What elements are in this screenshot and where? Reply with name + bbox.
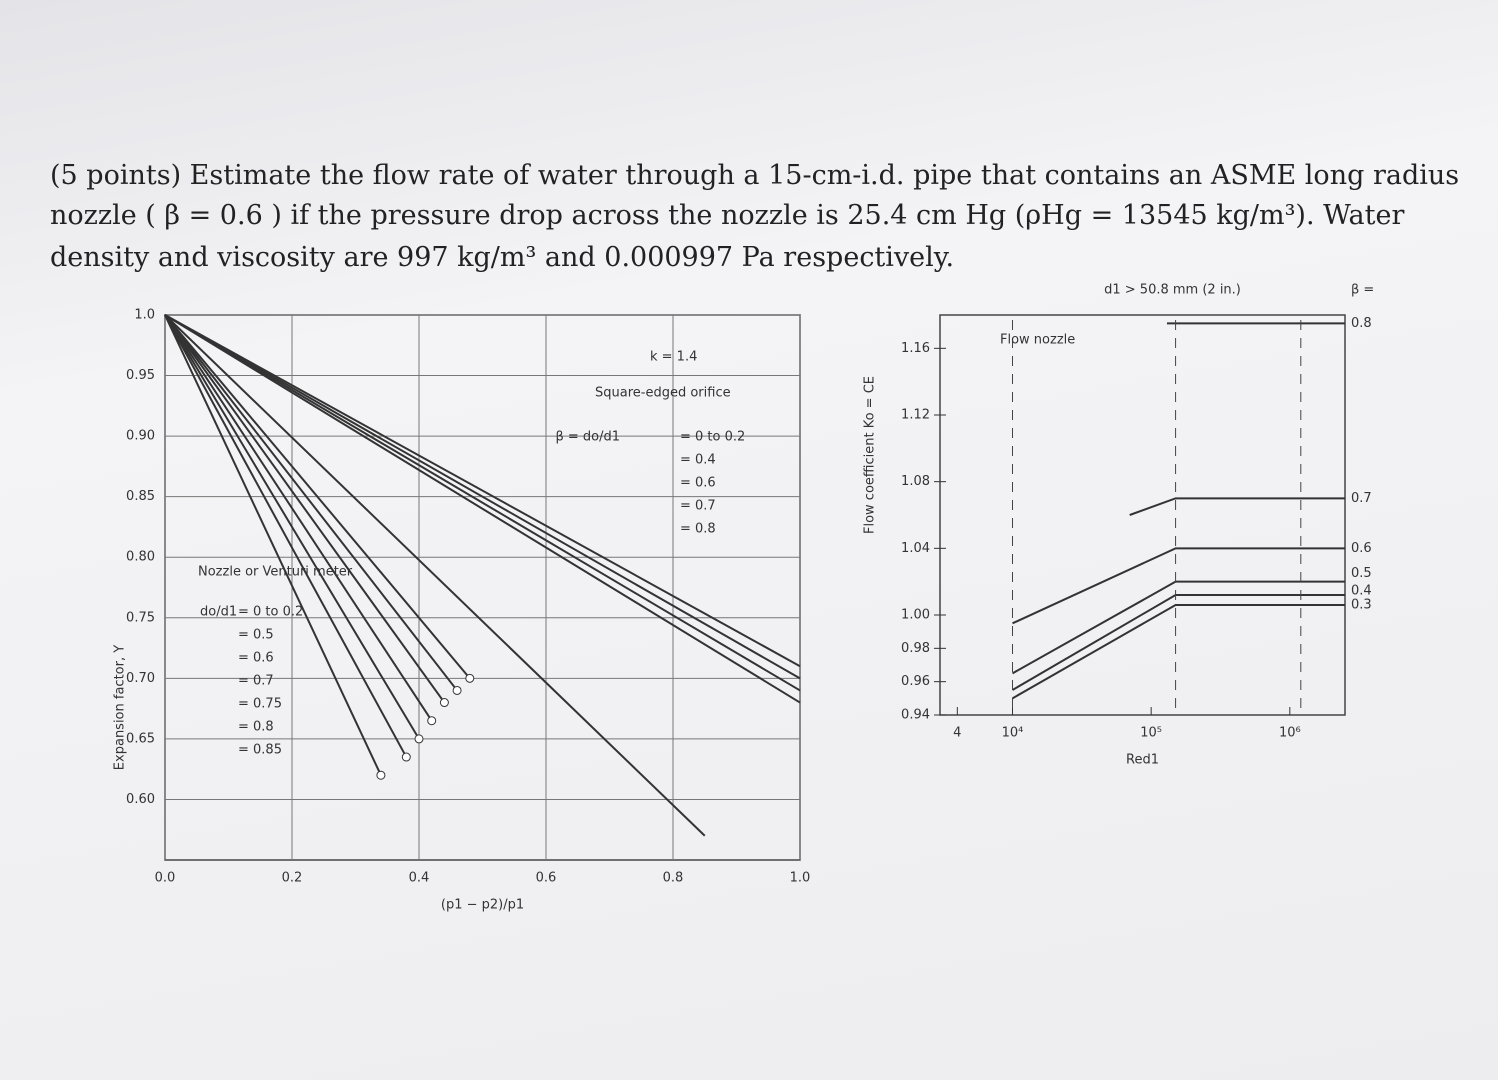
nozzle-line [164, 314, 420, 740]
series-label: = 0.8 [680, 522, 716, 537]
series-label: = 0.5 [238, 628, 274, 643]
y-tick-label: 0.75 [126, 610, 155, 625]
y-tick-label: 0.98 [901, 641, 930, 656]
y-tick-label: 0.65 [126, 731, 155, 746]
line-end-marker [376, 770, 386, 780]
orifice-line [164, 314, 801, 668]
x-tick-label: 10⁶ [1279, 726, 1301, 741]
line-end-marker [452, 685, 462, 695]
annotation: β = [1351, 283, 1374, 298]
y-tick-label: 0.60 [126, 792, 155, 807]
series-label: = 0.7 [680, 499, 716, 514]
annotation: k = 1.4 [650, 350, 697, 365]
orifice-line [164, 314, 801, 680]
series-label: = 0.8 [238, 720, 274, 735]
line-end-marker [427, 716, 437, 726]
series-label: 0.6 [1351, 541, 1372, 556]
x-tick-label: 1.0 [790, 871, 811, 886]
series-label: = 0.7 [238, 674, 274, 689]
x-tick-label: 0.4 [409, 871, 430, 886]
x-axis-label: Red1 [1126, 753, 1159, 768]
nozzle-line [164, 314, 446, 704]
nozzle-line [164, 314, 458, 692]
x-tick-label: 0.6 [536, 871, 557, 886]
orifice-line [164, 314, 801, 704]
annotation: do/d1 [200, 605, 237, 620]
x-tick-label: 4 [953, 726, 961, 741]
series-label: = 0 to 0.2 [238, 605, 303, 620]
coefficient-line [1012, 604, 1345, 700]
orifice-line [164, 314, 706, 837]
series-label: 0.5 [1351, 566, 1372, 581]
series-label: = 0 to 0.2 [680, 430, 745, 445]
plot-frame [939, 314, 1346, 716]
y-tick-label: 1.08 [901, 474, 930, 489]
y-tick-label: 1.12 [901, 408, 930, 423]
y-tick-label: 0.96 [901, 674, 930, 689]
series-label: = 0.6 [238, 651, 274, 666]
orifice-line [164, 314, 801, 692]
coefficient-line [1129, 497, 1345, 516]
series-label: = 0.85 [238, 743, 282, 758]
annotation: Square-edged orifice [595, 386, 731, 401]
question-line: nozzle ( β = 0.6 ) if the pressure drop … [50, 200, 1405, 231]
x-tick-label: 0.2 [282, 871, 303, 886]
annotation: β = do/d1 [555, 430, 620, 445]
y-tick-label: 0.94 [901, 708, 930, 723]
line-end-marker [439, 698, 449, 708]
nozzle-line [164, 314, 408, 758]
annotation: Nozzle or Venturi meter [198, 565, 353, 580]
y-tick-label: 0.70 [126, 671, 155, 686]
line-end-marker [401, 752, 411, 762]
series-label: 0.4 [1351, 584, 1372, 599]
y-tick-label: 1.00 [901, 608, 930, 623]
question-line: (5 points) Estimate the flow rate of wat… [50, 160, 1460, 191]
series-label: = 0.75 [238, 697, 282, 712]
x-tick-label: 10⁵ [1140, 726, 1162, 741]
series-label: 0.3 [1351, 598, 1372, 613]
nozzle-line [164, 314, 433, 722]
y-tick-label: 1.16 [901, 341, 930, 356]
series-label: = 0.4 [680, 453, 716, 468]
coefficient-line [1011, 594, 1345, 691]
y-axis-label: Expansion factor, Y [113, 645, 128, 770]
question-line: density and viscosity are 997 kg/m³ and … [50, 242, 955, 273]
x-tick-label: 0.0 [155, 871, 176, 886]
series-label: = 0.6 [680, 476, 716, 491]
x-tick-label: 10⁴ [1002, 726, 1024, 741]
x-tick-label: 0.8 [663, 871, 684, 886]
x-axis-label: (p1 − p2)/p1 [441, 898, 524, 913]
series-label: 0.7 [1351, 491, 1372, 506]
annotation: Flow nozzle [1000, 333, 1075, 348]
nozzle-line [164, 314, 471, 679]
nozzle-line [164, 314, 382, 776]
series-label: 0.8 [1351, 316, 1372, 331]
coefficient-line [1012, 547, 1345, 625]
y-tick-label: 1.04 [901, 541, 930, 556]
line-end-marker [414, 734, 424, 744]
y-tick-label: 0.90 [126, 429, 155, 444]
y-tick-label: 0.95 [126, 368, 155, 383]
y-axis-label: Flow coefficient Ko = CE [863, 376, 878, 534]
line-end-marker [465, 673, 475, 683]
y-tick-label: 0.80 [126, 550, 155, 565]
annotation: d1 > 50.8 mm (2 in.) [1104, 283, 1241, 298]
y-tick-label: 1.0 [134, 308, 155, 323]
y-tick-label: 0.85 [126, 489, 155, 504]
